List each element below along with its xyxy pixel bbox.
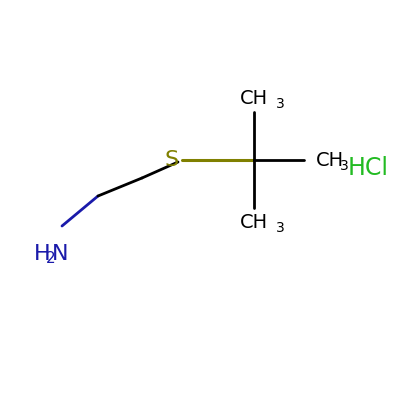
Text: H: H — [34, 244, 51, 264]
Text: CH: CH — [316, 150, 344, 170]
Text: S: S — [165, 150, 179, 170]
Text: 2: 2 — [46, 251, 56, 266]
Text: N: N — [52, 244, 68, 264]
Text: 3: 3 — [340, 159, 348, 173]
Text: CH: CH — [240, 212, 268, 232]
Text: CH: CH — [240, 88, 268, 108]
Text: 3: 3 — [276, 221, 285, 235]
Text: HCl: HCl — [348, 156, 388, 180]
Text: 3: 3 — [276, 97, 285, 111]
